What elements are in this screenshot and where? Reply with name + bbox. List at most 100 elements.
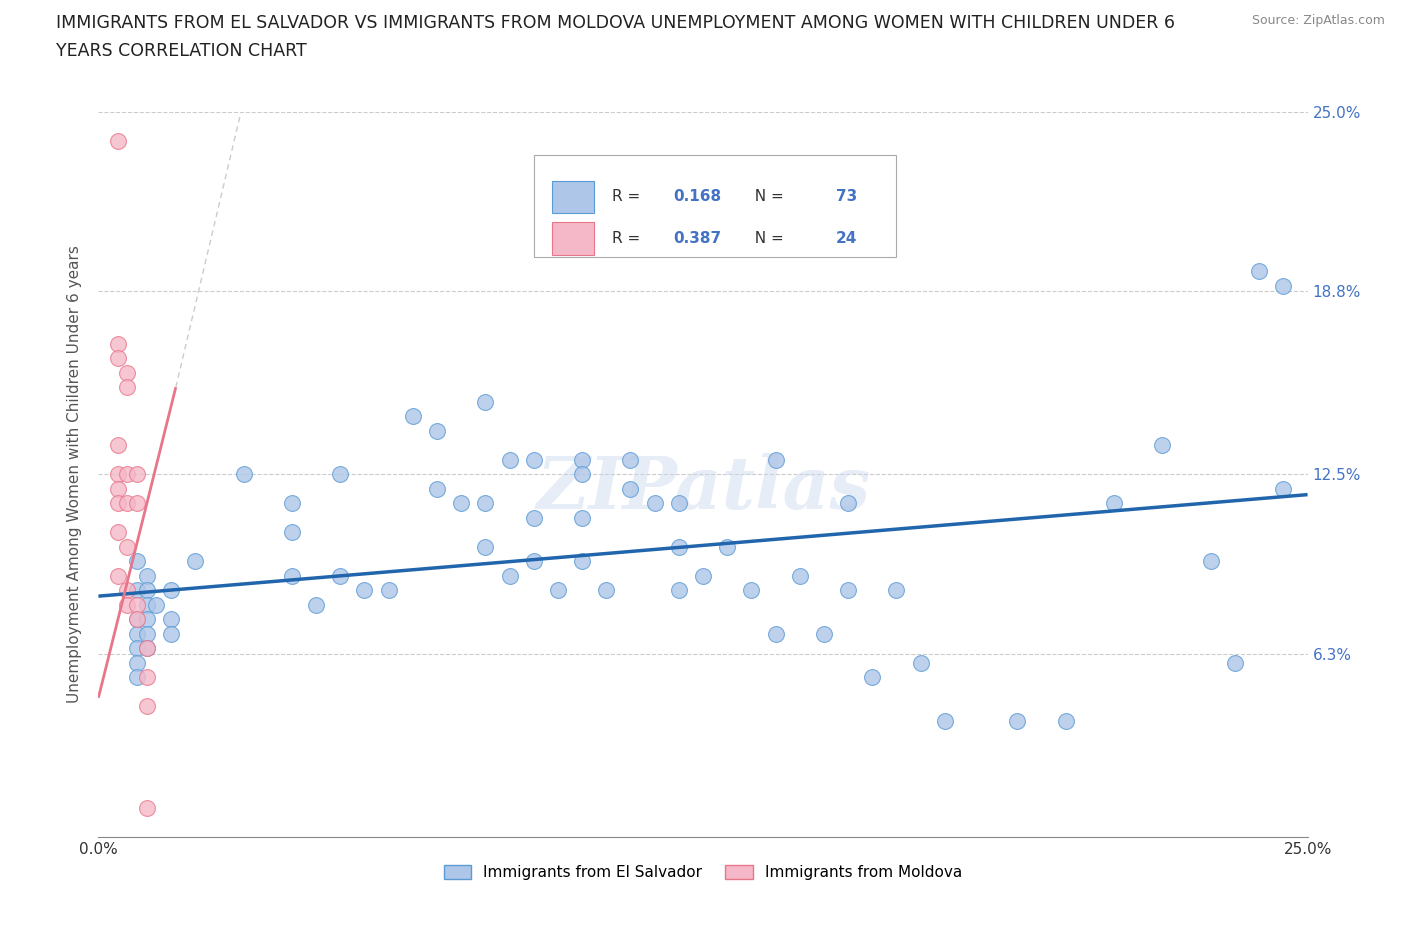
- Point: [127, 583, 149, 598]
- Text: Source: ZipAtlas.com: Source: ZipAtlas.com: [1251, 14, 1385, 27]
- Point: [668, 539, 690, 554]
- Point: [498, 568, 520, 583]
- Point: [281, 525, 304, 539]
- Bar: [551, 180, 595, 213]
- Point: [523, 452, 546, 467]
- Point: [1272, 278, 1295, 293]
- Point: [523, 511, 546, 525]
- Point: [127, 496, 149, 511]
- Text: 24: 24: [837, 231, 858, 246]
- Point: [450, 496, 472, 511]
- Point: [789, 568, 811, 583]
- Point: [107, 482, 129, 497]
- Point: [117, 597, 139, 612]
- Point: [547, 583, 569, 598]
- Point: [127, 612, 149, 627]
- Text: N =: N =: [745, 190, 789, 205]
- Point: [127, 670, 149, 684]
- Legend: Immigrants from El Salvador, Immigrants from Moldova: Immigrants from El Salvador, Immigrants …: [444, 865, 962, 880]
- Point: [474, 539, 496, 554]
- Point: [426, 482, 449, 497]
- Point: [1007, 713, 1029, 728]
- Point: [117, 365, 139, 380]
- Point: [135, 612, 157, 627]
- Point: [498, 452, 520, 467]
- Point: [910, 656, 932, 671]
- Point: [571, 467, 593, 482]
- Point: [934, 713, 956, 728]
- Point: [107, 525, 129, 539]
- Point: [117, 583, 139, 598]
- Point: [107, 568, 129, 583]
- Point: [668, 583, 690, 598]
- Point: [135, 627, 157, 642]
- FancyBboxPatch shape: [534, 155, 897, 257]
- Point: [117, 467, 139, 482]
- Point: [127, 641, 149, 656]
- Y-axis label: Unemployment Among Women with Children Under 6 years: Unemployment Among Women with Children U…: [67, 246, 83, 703]
- Point: [474, 394, 496, 409]
- Point: [886, 583, 908, 598]
- Point: [107, 351, 129, 365]
- Point: [117, 379, 139, 394]
- Point: [619, 452, 641, 467]
- Point: [740, 583, 762, 598]
- Point: [107, 133, 129, 148]
- Point: [127, 554, 149, 569]
- Point: [765, 452, 787, 467]
- Point: [426, 423, 449, 438]
- Point: [135, 597, 157, 612]
- Point: [135, 568, 157, 583]
- Point: [117, 496, 139, 511]
- Point: [107, 438, 129, 453]
- Point: [860, 670, 883, 684]
- Point: [837, 496, 859, 511]
- Point: [1272, 482, 1295, 497]
- Point: [107, 467, 129, 482]
- Text: 0.387: 0.387: [672, 231, 721, 246]
- Text: YEARS CORRELATION CHART: YEARS CORRELATION CHART: [56, 42, 307, 60]
- Point: [232, 467, 254, 482]
- Point: [402, 409, 425, 424]
- Point: [474, 496, 496, 511]
- Bar: [551, 222, 595, 255]
- Point: [1249, 264, 1271, 279]
- Point: [135, 583, 157, 598]
- Text: 0.168: 0.168: [672, 190, 721, 205]
- Point: [160, 627, 183, 642]
- Text: R =: R =: [613, 190, 645, 205]
- Point: [668, 496, 690, 511]
- Point: [353, 583, 375, 598]
- Point: [716, 539, 738, 554]
- Point: [145, 597, 167, 612]
- Text: 73: 73: [837, 190, 858, 205]
- Point: [281, 496, 304, 511]
- Point: [135, 641, 157, 656]
- Text: N =: N =: [745, 231, 789, 246]
- Point: [1199, 554, 1222, 569]
- Point: [127, 467, 149, 482]
- Point: [329, 568, 352, 583]
- Point: [135, 801, 157, 816]
- Point: [281, 568, 304, 583]
- Point: [160, 583, 183, 598]
- Point: [1102, 496, 1125, 511]
- Point: [107, 337, 129, 352]
- Point: [107, 496, 129, 511]
- Point: [329, 467, 352, 482]
- Point: [571, 511, 593, 525]
- Point: [765, 627, 787, 642]
- Point: [837, 583, 859, 598]
- Point: [135, 699, 157, 714]
- Text: IMMIGRANTS FROM EL SALVADOR VS IMMIGRANTS FROM MOLDOVA UNEMPLOYMENT AMONG WOMEN : IMMIGRANTS FROM EL SALVADOR VS IMMIGRANT…: [56, 14, 1175, 32]
- Point: [1152, 438, 1174, 453]
- Point: [595, 583, 617, 598]
- Point: [117, 539, 139, 554]
- Point: [644, 496, 666, 511]
- Point: [127, 656, 149, 671]
- Point: [305, 597, 328, 612]
- Point: [619, 482, 641, 497]
- Point: [523, 554, 546, 569]
- Point: [813, 627, 835, 642]
- Text: ZIPatlas: ZIPatlas: [536, 453, 870, 525]
